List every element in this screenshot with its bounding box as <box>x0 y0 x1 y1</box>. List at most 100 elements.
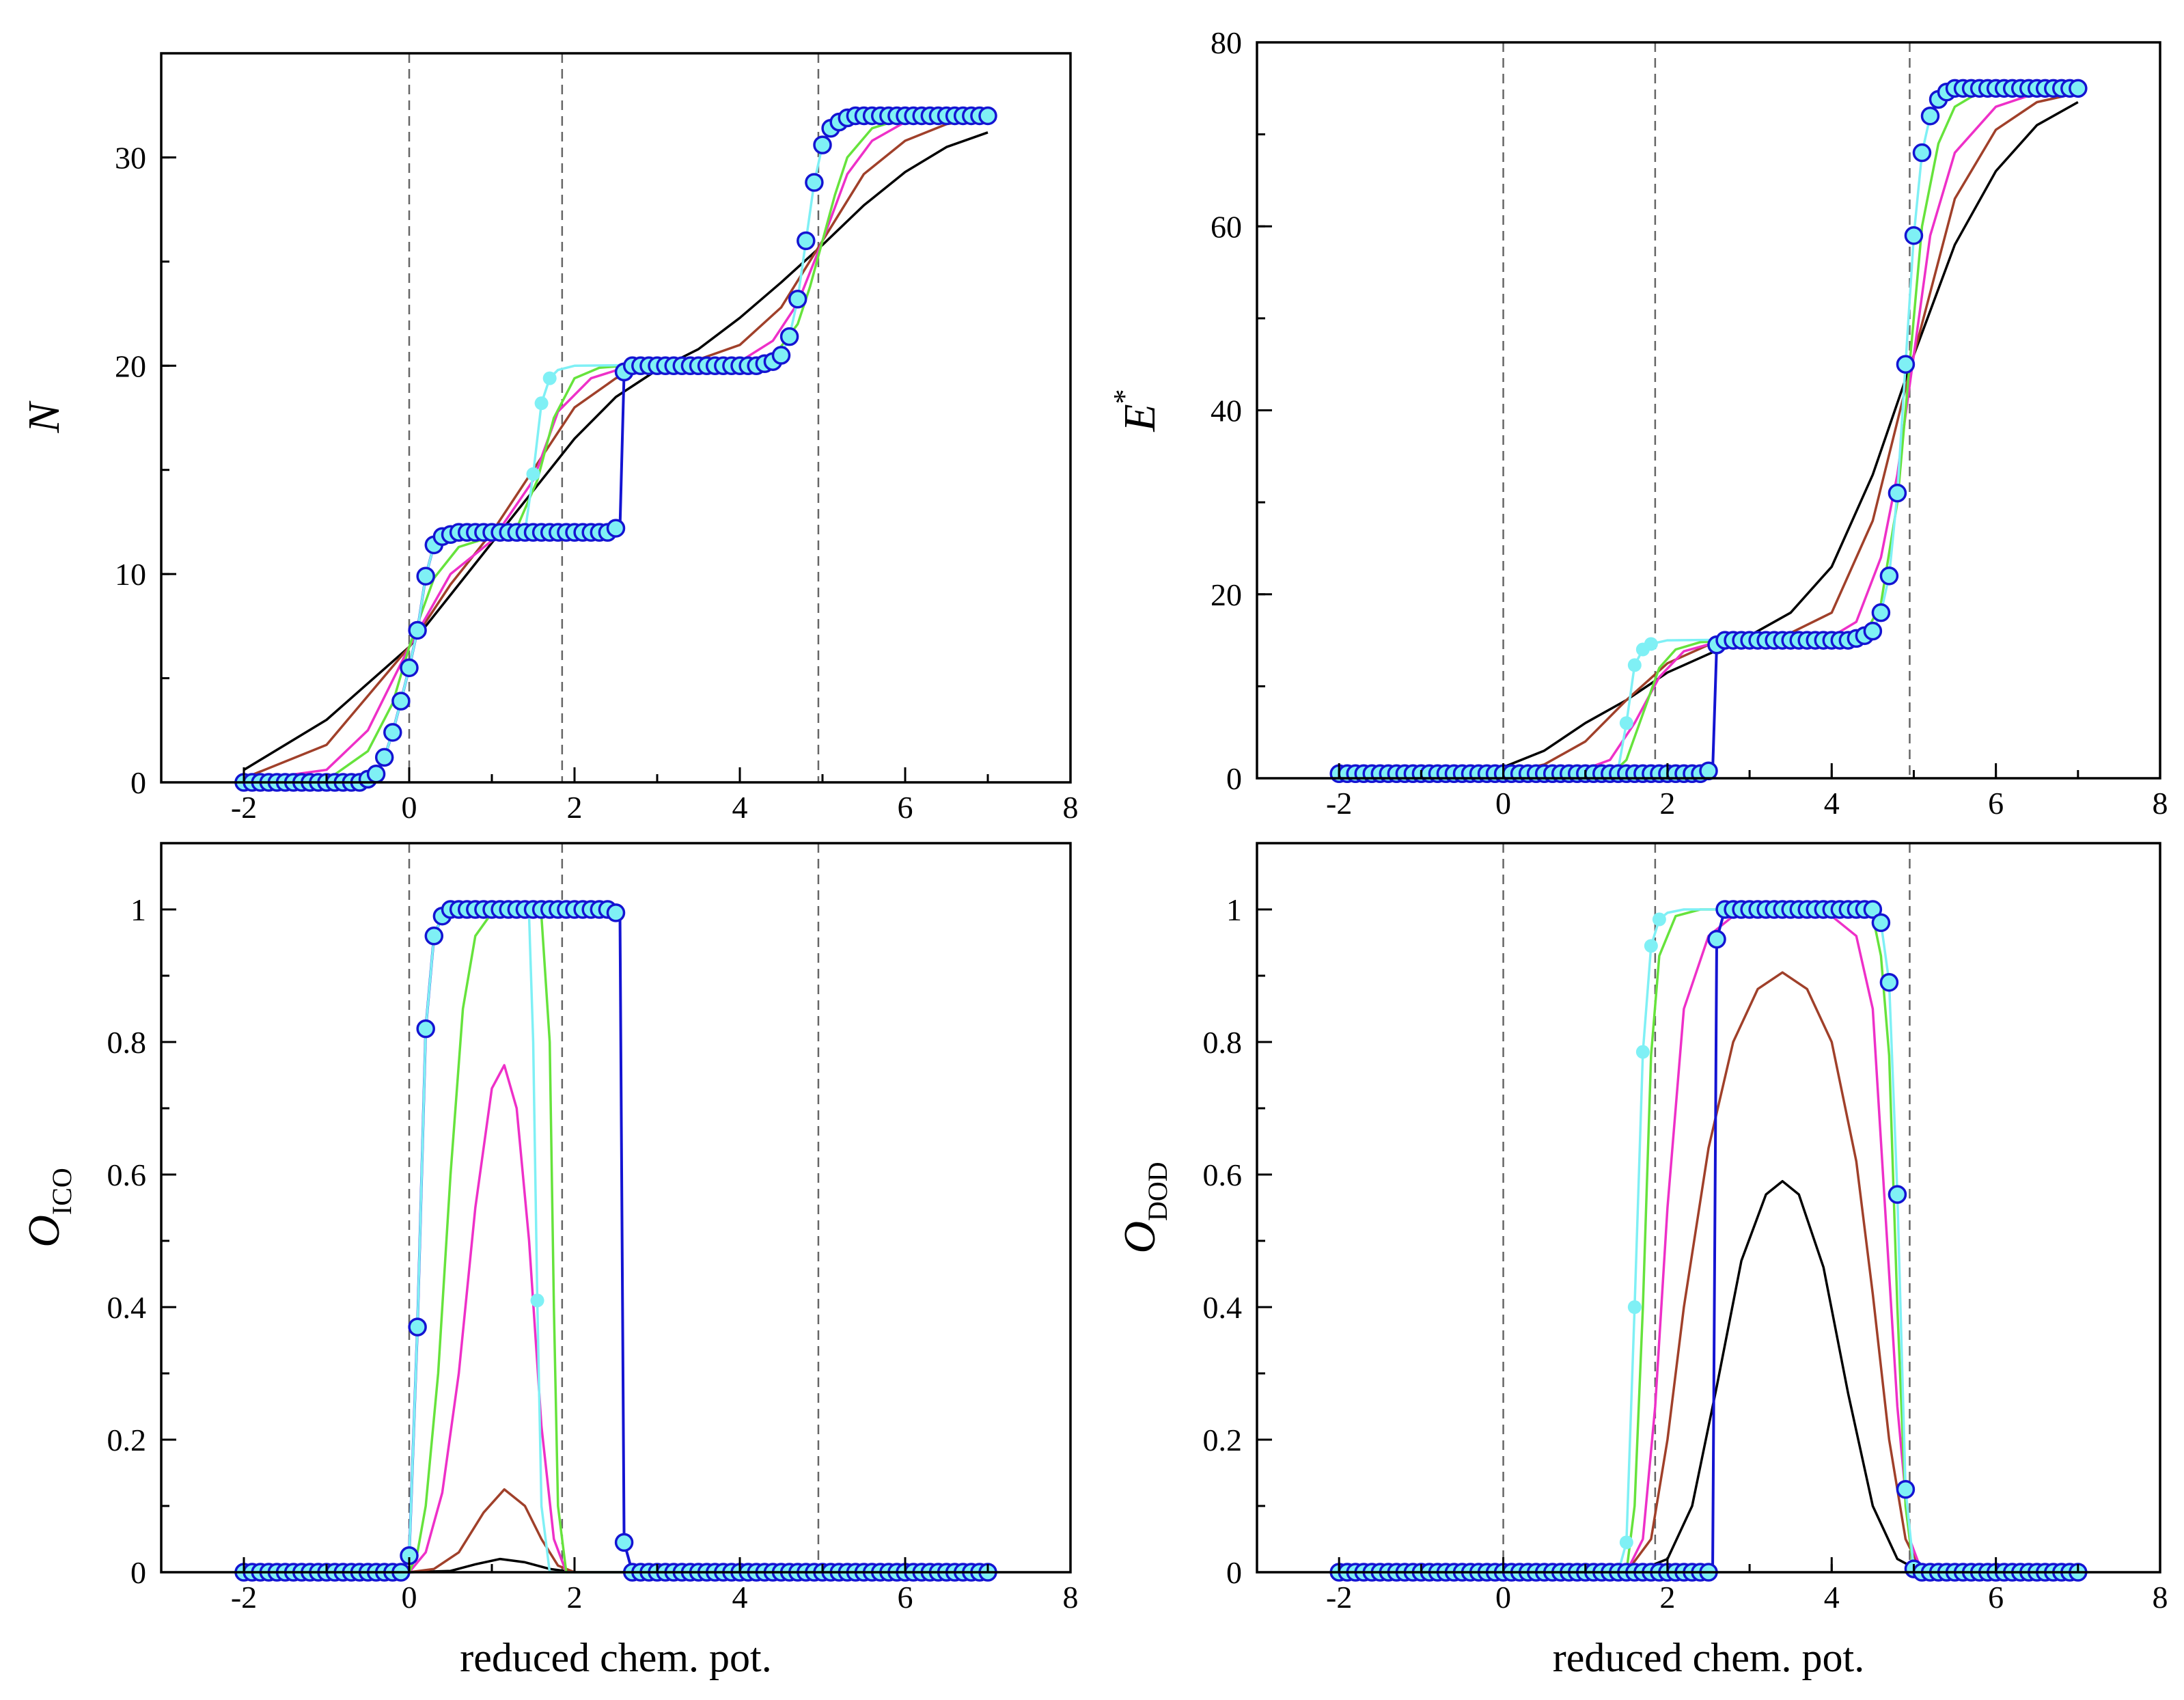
data-point-cyan <box>788 289 807 309</box>
y-axis-label-main: O <box>1115 1221 1165 1254</box>
data-point-blue <box>416 1019 435 1039</box>
data-point-cyan <box>1879 972 1899 992</box>
y-tick-label: 0.2 <box>107 1423 147 1457</box>
data-point-cyan <box>1863 621 1883 641</box>
data-point-cyan-filled <box>1652 912 1666 927</box>
series-brown <box>1339 92 2079 780</box>
data-point-cyan <box>813 135 832 154</box>
series-line-green <box>243 114 989 784</box>
series-brown <box>1339 971 2078 1574</box>
series-cyan <box>1339 87 2078 776</box>
x-tick-label: 2 <box>567 790 583 825</box>
data-point-blue <box>1699 761 1718 780</box>
x-tick-label: -2 <box>231 1580 257 1615</box>
data-point-cyan <box>2069 79 2088 98</box>
series-line-cyan <box>244 114 988 784</box>
series-line-green <box>1339 87 2078 780</box>
x-tick-label: 0 <box>1495 1580 1511 1615</box>
y-tick-label: 0.6 <box>107 1157 147 1192</box>
data-point-cyan <box>978 106 997 126</box>
x-tick-label: 2 <box>567 1580 583 1615</box>
x-tick-label: 4 <box>732 790 748 825</box>
series-blue <box>244 908 988 1574</box>
y-tick-label: 0.8 <box>107 1025 147 1060</box>
data-point-blue <box>400 658 419 678</box>
y-axis-label-subscript: DOD <box>1142 1162 1173 1221</box>
data-point-cyan <box>1888 1185 1907 1204</box>
data-point-cyan-filled <box>534 396 549 411</box>
y-tick-label: 30 <box>115 140 146 175</box>
data-point-cyan-filled <box>542 371 557 385</box>
data-point-cyan <box>1871 603 1891 622</box>
x-tick-label: 8 <box>1063 790 1079 825</box>
x-tick-label: 2 <box>1659 1580 1675 1615</box>
data-point-cyan <box>771 346 791 365</box>
y-tick-label: 0 <box>1226 761 1242 796</box>
series-brown <box>244 1488 988 1574</box>
y-tick-label: 0 <box>1226 1555 1242 1590</box>
series-line-black <box>1339 100 2079 779</box>
data-point-blue <box>606 519 626 538</box>
series-black <box>1339 1179 2078 1574</box>
data-point-cyan-filled <box>1644 939 1658 953</box>
data-point-blue <box>391 691 411 711</box>
series-brown <box>243 116 989 780</box>
data-point-blue <box>416 566 435 586</box>
x-tick-label: 4 <box>1824 786 1840 821</box>
series-line-black <box>1339 1179 2078 1574</box>
y-tick-label: 1 <box>1226 892 1242 927</box>
data-point-blue <box>366 765 386 784</box>
y-axis-label-superscript: * <box>1107 389 1141 404</box>
panel-O_DOD: -2 0 2 4 6 8 0 0.2 0.4 0.6 0.8 1 ODOD reduced chem. p… <box>1115 842 2168 1680</box>
x-tick-label: 0 <box>402 1580 417 1615</box>
data-point-blue <box>408 1317 427 1336</box>
series-cyan <box>244 908 988 1574</box>
y-tick-label: 0.6 <box>1203 1157 1243 1192</box>
series-line-blue <box>1339 639 1742 776</box>
data-point-cyan <box>1888 483 1907 503</box>
data-point-cyan-filled <box>526 467 540 481</box>
y-tick-label: 0.2 <box>1203 1423 1243 1457</box>
plot-frame <box>160 52 1072 784</box>
series-blue <box>1339 908 1742 1574</box>
y-tick-label: 1 <box>130 892 146 927</box>
y-tick-label: 40 <box>1211 394 1242 428</box>
series-line-magenta <box>1339 911 2078 1574</box>
data-point-cyan-filled <box>1635 1045 1650 1059</box>
x-tick-label: -2 <box>1326 786 1352 821</box>
y-tick-label: 0.4 <box>1203 1290 1243 1325</box>
data-point-cyan <box>1896 1480 1916 1499</box>
data-point-blue <box>424 927 444 946</box>
plot-frame <box>160 842 1072 1574</box>
x-tick-label: 2 <box>1659 786 1675 821</box>
series-line-brown <box>243 116 989 780</box>
series-line-brown <box>244 1488 988 1574</box>
y-axis-label: N <box>19 400 69 434</box>
x-tick-label: -2 <box>1326 1580 1352 1615</box>
data-point-cyan <box>779 327 799 346</box>
series-line-cyan <box>1339 908 2078 1574</box>
data-point-cyan <box>1904 225 1924 245</box>
data-point-cyan <box>1879 566 1899 586</box>
data-point-cyan <box>1896 355 1916 374</box>
data-point-cyan <box>1871 913 1891 933</box>
x-tick-label: 6 <box>898 1580 913 1615</box>
y-tick-label: 0 <box>130 1555 146 1590</box>
series-line-blue <box>244 908 988 1574</box>
data-point-blue <box>383 723 402 742</box>
y-axis-label-main: O <box>19 1215 69 1248</box>
series-blue <box>1339 639 1742 776</box>
y-tick-label: 0.8 <box>1203 1025 1243 1060</box>
plot-frame <box>1256 842 2161 1574</box>
y-tick-label: 0 <box>130 765 146 800</box>
series-green <box>244 908 988 1574</box>
data-point-cyan <box>1920 106 1940 126</box>
series-cyan <box>244 114 988 784</box>
series-green <box>1339 87 2078 780</box>
data-point-blue <box>614 1533 634 1552</box>
series-green <box>243 114 989 784</box>
x-tick-label: 6 <box>1988 1580 2004 1615</box>
x-tick-label: 8 <box>1063 1580 1079 1615</box>
